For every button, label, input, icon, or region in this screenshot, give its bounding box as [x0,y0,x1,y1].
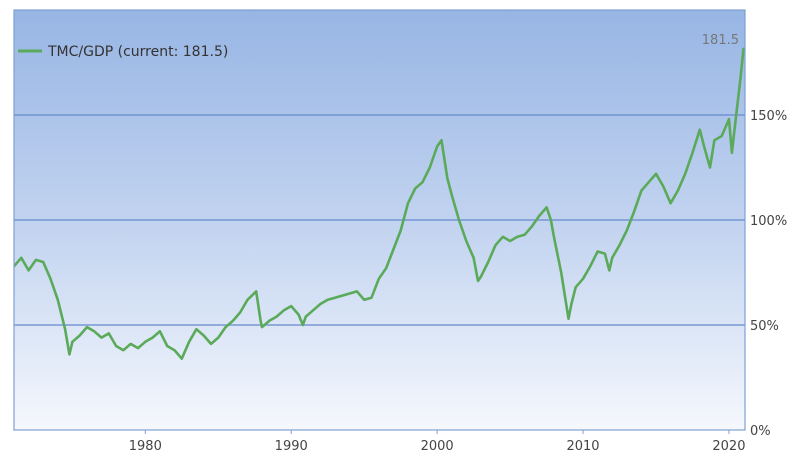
y-tick-label: 50% [750,319,779,334]
legend-label: TMC/GDP (current: 181.5) [47,44,228,60]
series-line-tmc-gdp [14,47,745,360]
y-tick-label: 0% [750,424,771,439]
y-tick-label: 100% [750,214,787,229]
plot-frame [13,9,746,431]
x-tick-label: 1980 [129,439,162,454]
grid-lines [14,114,745,326]
y-tick-label: 150% [750,109,787,124]
current-value-label: 181.5 [702,33,739,48]
legend: TMC/GDP (current: 181.5) [18,44,228,60]
x-tick-label: 1990 [275,439,308,454]
x-tick-label: 2010 [566,439,599,454]
x-tick-label: 2020 [712,439,745,454]
x-tick-label: 2000 [421,439,454,454]
